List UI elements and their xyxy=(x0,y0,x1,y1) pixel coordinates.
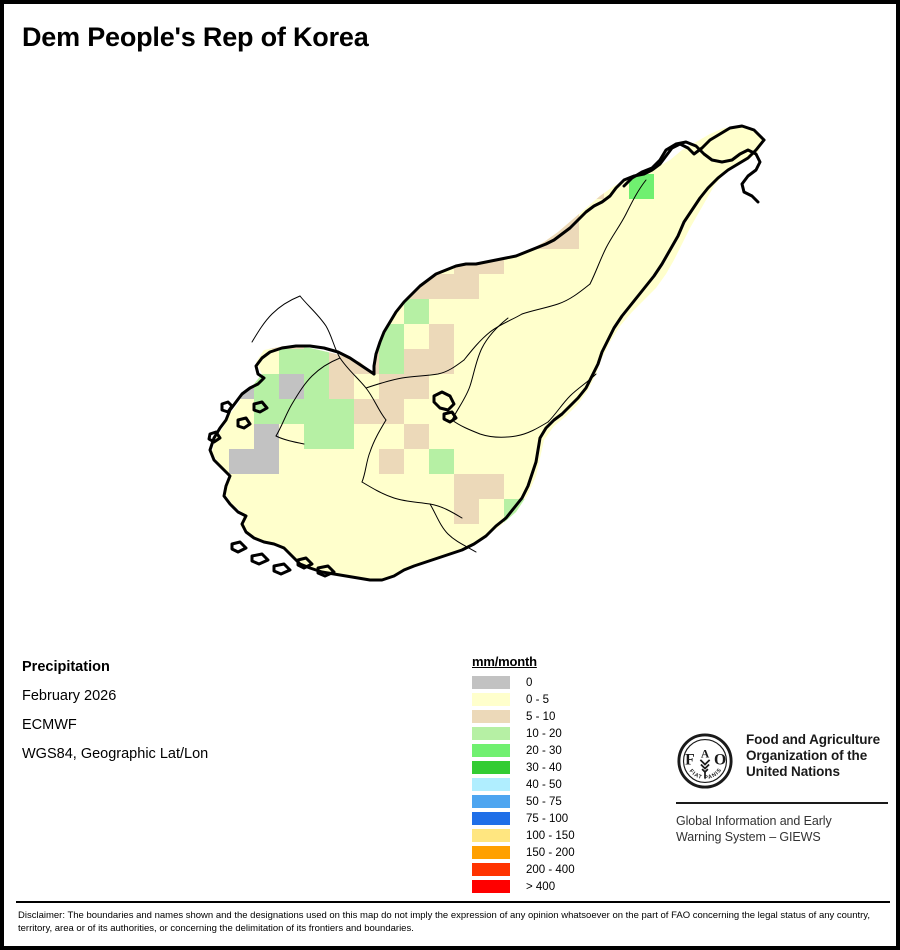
legend-swatch xyxy=(472,744,510,757)
legend-swatch xyxy=(472,778,510,791)
legend-label: 0 - 5 xyxy=(526,693,550,706)
disclaimer-divider xyxy=(16,901,890,903)
legend-swatch xyxy=(472,727,510,740)
fao-branding: F A O FIAT PANIS Food and Agriculture Or… xyxy=(676,732,888,845)
legend-swatch xyxy=(472,880,510,893)
legend-row: 30 - 40 xyxy=(472,759,642,776)
legend-label: 30 - 40 xyxy=(526,761,562,774)
legend-row: 0 - 5 xyxy=(472,691,642,708)
legend-swatch xyxy=(472,693,510,706)
legend-rows: 0 0 - 5 5 - 10 10 - 20 20 - 30 30 - 40 40 - 50… xyxy=(472,674,642,895)
legend-row: 75 - 100 xyxy=(472,810,642,827)
fao-organization-name: Food and Agriculture Organization of the… xyxy=(746,732,880,780)
fao-logo-icon: F A O FIAT PANIS xyxy=(677,733,733,789)
map-info-block: Precipitation February 2026 ECMWF WGS84,… xyxy=(22,659,322,775)
legend-label: > 400 xyxy=(526,880,556,893)
legend-label: 150 - 200 xyxy=(526,846,575,859)
legend-swatch xyxy=(472,863,510,876)
legend-row: 40 - 50 xyxy=(472,776,642,793)
legend-label: 20 - 30 xyxy=(526,744,562,757)
info-source: ECMWF xyxy=(22,717,77,733)
map-canvas[interactable] xyxy=(104,74,804,614)
map-legend: mm/month 0 0 - 5 5 - 10 10 - 20 20 - 30 30 - … xyxy=(472,654,642,895)
legend-swatch xyxy=(472,710,510,723)
legend-swatch xyxy=(472,829,510,842)
legend-row: 150 - 200 xyxy=(472,844,642,861)
legend-row: 10 - 20 xyxy=(472,725,642,742)
legend-swatch xyxy=(472,676,510,689)
fao-system-name: Global Information and Early Warning Sys… xyxy=(676,813,888,845)
legend-title: mm/month xyxy=(472,654,537,669)
fao-name-line-3: United Nations xyxy=(746,764,840,779)
legend-swatch xyxy=(472,761,510,774)
legend-swatch xyxy=(472,812,510,825)
fao-divider xyxy=(676,802,888,804)
fao-system-line-1: Global Information and Early xyxy=(676,814,832,828)
fao-name-line-2: Organization of the xyxy=(746,748,868,763)
legend-label: 10 - 20 xyxy=(526,727,562,740)
svg-text:F: F xyxy=(685,751,695,768)
legend-swatch xyxy=(472,795,510,808)
fao-name-line-1: Food and Agriculture xyxy=(746,732,880,747)
legend-row: 20 - 30 xyxy=(472,742,642,759)
legend-row: > 400 xyxy=(472,878,642,895)
svg-text:A: A xyxy=(701,748,710,761)
legend-row: 200 - 400 xyxy=(472,861,642,878)
legend-label: 50 - 75 xyxy=(526,795,562,808)
legend-row: 50 - 75 xyxy=(472,793,642,810)
legend-label: 75 - 100 xyxy=(526,812,569,825)
legend-row: 5 - 10 xyxy=(472,708,642,725)
fao-system-line-2: Warning System – GIEWS xyxy=(676,830,821,844)
national-boundary xyxy=(207,124,766,582)
legend-label: 40 - 50 xyxy=(526,778,562,791)
info-projection: WGS84, Geographic Lat/Lon xyxy=(22,746,209,762)
legend-swatch xyxy=(472,846,510,859)
page-title: Dem People's Rep of Korea xyxy=(22,22,369,52)
disclaimer-text: Disclaimer: The boundaries and names sho… xyxy=(18,910,870,934)
svg-text:O: O xyxy=(714,751,726,768)
province-boundaries xyxy=(251,179,647,553)
legend-row: 0 xyxy=(472,674,642,691)
precipitation-map[interactable] xyxy=(104,74,804,614)
legend-row: 100 - 150 xyxy=(472,827,642,844)
legend-label: 200 - 400 xyxy=(526,863,575,876)
legend-label: 5 - 10 xyxy=(526,710,556,723)
northeast-boundary xyxy=(622,140,762,204)
legend-label: 100 - 150 xyxy=(526,829,575,842)
info-period: February 2026 xyxy=(22,688,117,704)
info-variable: Precipitation xyxy=(22,659,110,675)
legend-label: 0 xyxy=(526,676,533,689)
